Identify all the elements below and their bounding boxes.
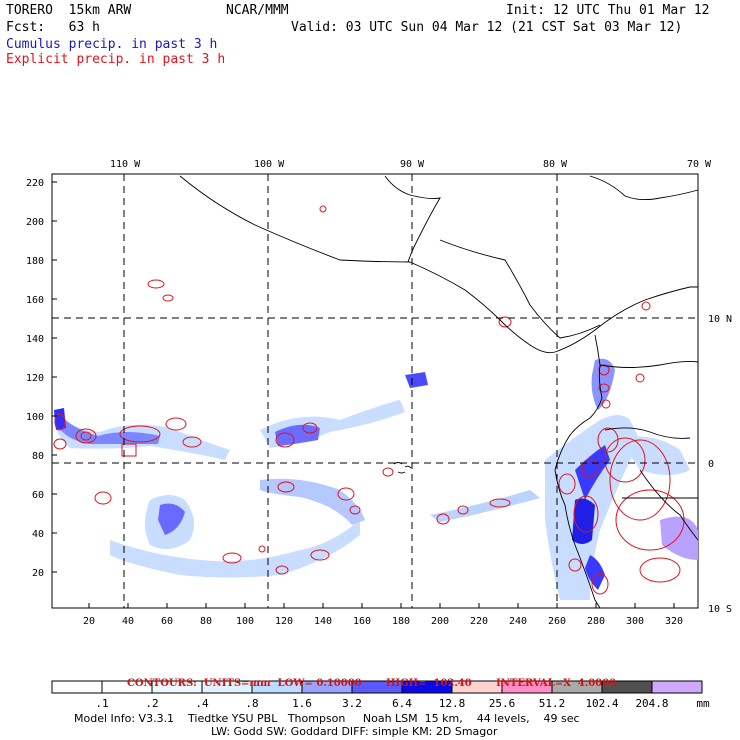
contours-gap — [362, 678, 386, 689]
y-tick-label: 100 — [26, 412, 44, 423]
cuba-edge — [589, 175, 661, 201]
top-lon-label: 70 W — [687, 159, 712, 170]
contours-gap — [472, 678, 496, 689]
x-tick-label: 320 — [665, 616, 683, 627]
center-name: NCAR/MMM — [226, 3, 289, 18]
colorbar — [51, 680, 703, 694]
colorbar-tick-label: 102.4 — [585, 697, 619, 710]
top-lon-label: 90 W — [400, 159, 425, 170]
ecuador-peru-coast — [554, 417, 601, 609]
itcz-band-west-core — [58, 412, 160, 444]
y-tick-label: 60 — [32, 490, 44, 501]
x-tick-label: 140 — [314, 616, 332, 627]
y-tick-label: 20 — [32, 568, 44, 579]
x-tick-label: 280 — [587, 616, 605, 627]
y-tick-label: 80 — [32, 451, 44, 462]
model-name: TORERO 15km ARW — [6, 3, 132, 18]
top-lon-label: 110 W — [110, 159, 141, 170]
model-info-line1: Model Info: V3.3.1 Tiedtke YSU PBL Thomp… — [74, 712, 580, 725]
colorbar-tick-label: 6.4 — [392, 697, 412, 710]
andes-core-a — [575, 445, 610, 500]
colorbar-tick-label: .4 — [195, 697, 209, 710]
lat-lon-grid — [52, 174, 698, 608]
x-tick-label: 160 — [353, 616, 371, 627]
mexico-coast — [179, 175, 411, 263]
cumulus-precip-shading — [54, 358, 698, 600]
x-tick-label: 60 — [161, 616, 173, 627]
explicit-label: Explicit precip. in past 3 h — [6, 52, 226, 67]
colorbar-tick-label: 25.6 — [488, 697, 516, 710]
x-tick-label: 80 — [200, 616, 212, 627]
colorbar-tick-label: 204.8 — [635, 697, 669, 710]
yucatan — [384, 175, 441, 263]
contours-units: CONTOURS: UNITS=mm LOW= 0.10000 — [126, 678, 362, 689]
contours-high: HIGH= 102.40 — [385, 678, 472, 689]
colorbar-swatch — [51, 680, 103, 694]
cluster-120 — [405, 372, 428, 388]
x-tick-label: 100 — [236, 616, 254, 627]
forecast-hour: Fcst: 63 h — [6, 20, 100, 35]
coastlines — [179, 175, 699, 609]
y-tick-label: 220 — [26, 178, 44, 189]
band-mid — [260, 478, 365, 525]
x-tick-label: 40 — [122, 616, 134, 627]
band-sw-curl-core — [158, 503, 185, 535]
x-tick-label: 200 — [431, 616, 449, 627]
x-tick-label: 220 — [470, 616, 488, 627]
galapagos — [393, 462, 412, 474]
x-tick-label: 180 — [392, 616, 410, 627]
cluster-west-100 — [54, 408, 66, 430]
colorbar-tick-label: .8 — [245, 697, 259, 710]
band-east-equator — [430, 490, 540, 522]
explicit-precip-contours — [53, 205, 685, 595]
right-lat-label: 10 S — [708, 604, 732, 615]
colorbar-tick-label: 3.2 — [342, 697, 362, 710]
init-time: Init: 12 UTC Thu 01 Mar 12 — [506, 3, 710, 18]
top-lon-label: 100 W — [254, 159, 285, 170]
y-tick-label: 160 — [26, 295, 44, 306]
colorbar-tick-label: .1 — [95, 697, 109, 710]
x-tick-label: 20 — [83, 616, 95, 627]
right-lat-label: 10 N — [708, 314, 732, 325]
country-border-1 — [599, 360, 699, 368]
country-border-2 — [604, 427, 691, 439]
y-tick-label: 120 — [26, 373, 44, 384]
model-info-line2: LW: Godd SW: Goddard DIFF: simple KM: 2D… — [211, 725, 498, 738]
top-lon-label: 80 W — [543, 159, 568, 170]
band-central-core — [275, 424, 320, 446]
amazon-blobs — [620, 436, 690, 475]
panama-colombia — [554, 286, 698, 353]
x-tick-label: 240 — [509, 616, 527, 627]
right-lat-label: 0 — [708, 459, 714, 470]
colombia-pacific — [589, 334, 603, 419]
central-america-pacific — [409, 261, 556, 354]
y-tick-label: 180 — [26, 256, 44, 267]
axis-ticks — [52, 181, 675, 608]
y-tick-label: 200 — [26, 217, 44, 228]
x-tick-label: 300 — [626, 616, 644, 627]
central-america-caribbean — [439, 239, 601, 339]
colorbar-unit: mm — [696, 697, 710, 710]
country-border-4 — [639, 469, 699, 541]
cumulus-label: Cumulus precip. in past 3 h — [6, 37, 218, 52]
x-tick-label: 120 — [275, 616, 293, 627]
colorbar-tick-label: 12.8 — [438, 697, 466, 710]
contours-info: CONTOURS: UNITS=mm LOW= 0.10000 HIGH= 10… — [120, 667, 616, 689]
colorbar-tick-label: 51.2 — [538, 697, 566, 710]
contours-interval: INTERVAL=X 4.0000 — [496, 678, 617, 689]
y-tick-label: 40 — [32, 529, 44, 540]
andes-core-b — [572, 498, 595, 544]
band-south — [110, 520, 360, 578]
colorbar-tick-label: 1.6 — [292, 697, 312, 710]
x-tick-label: 260 — [548, 616, 566, 627]
andes-core-c — [585, 555, 605, 590]
colorbar-tick-label: .2 — [145, 697, 159, 710]
caribbean-islands — [659, 189, 699, 199]
valid-time: Valid: 03 UTC Sun 04 Mar 12 (21 CST Sat … — [291, 20, 683, 35]
y-tick-label: 140 — [26, 334, 44, 345]
colorbar-swatch — [651, 680, 703, 694]
